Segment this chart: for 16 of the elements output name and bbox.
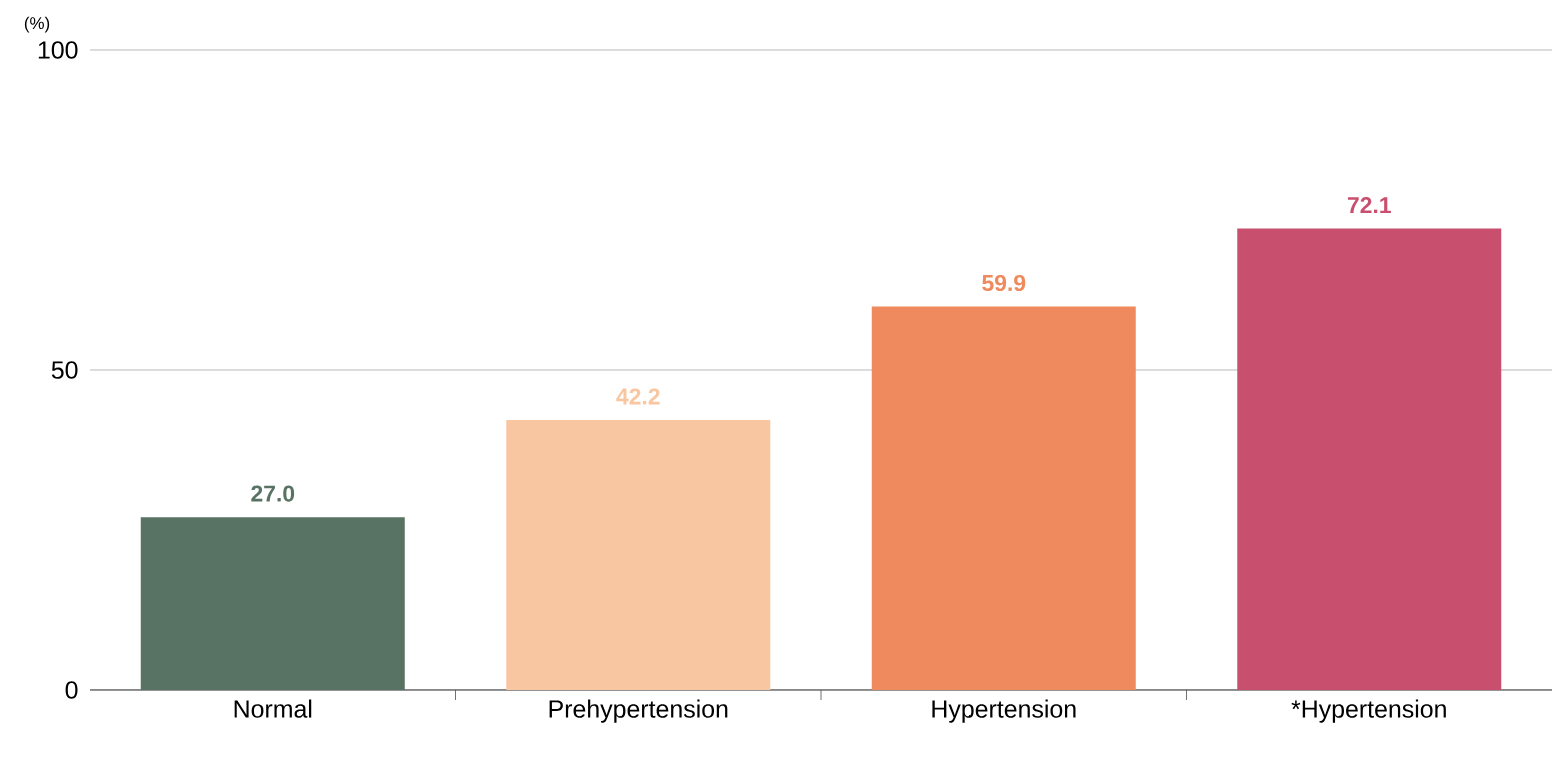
x-tick-label: Hypertension xyxy=(932,699,1076,723)
y-tick-label: 100 xyxy=(38,41,78,59)
data-label: 42.2 xyxy=(616,388,660,405)
data-label: 72.1 xyxy=(1347,197,1391,214)
bar xyxy=(506,419,771,690)
bar xyxy=(140,517,405,690)
data-label: 27.0 xyxy=(251,485,295,502)
y-axis-title: (%) xyxy=(24,16,50,33)
bar xyxy=(1237,228,1502,690)
x-tick-label: Prehypertension xyxy=(549,699,728,723)
x-tick-label: *Hypertension xyxy=(1291,699,1446,723)
y-tick-label: 50 xyxy=(51,361,78,379)
x-tick-label: Normal xyxy=(234,699,312,718)
y-tick-label: 0 xyxy=(65,681,78,699)
bar xyxy=(871,306,1136,690)
data-label: 59.9 xyxy=(982,274,1026,292)
